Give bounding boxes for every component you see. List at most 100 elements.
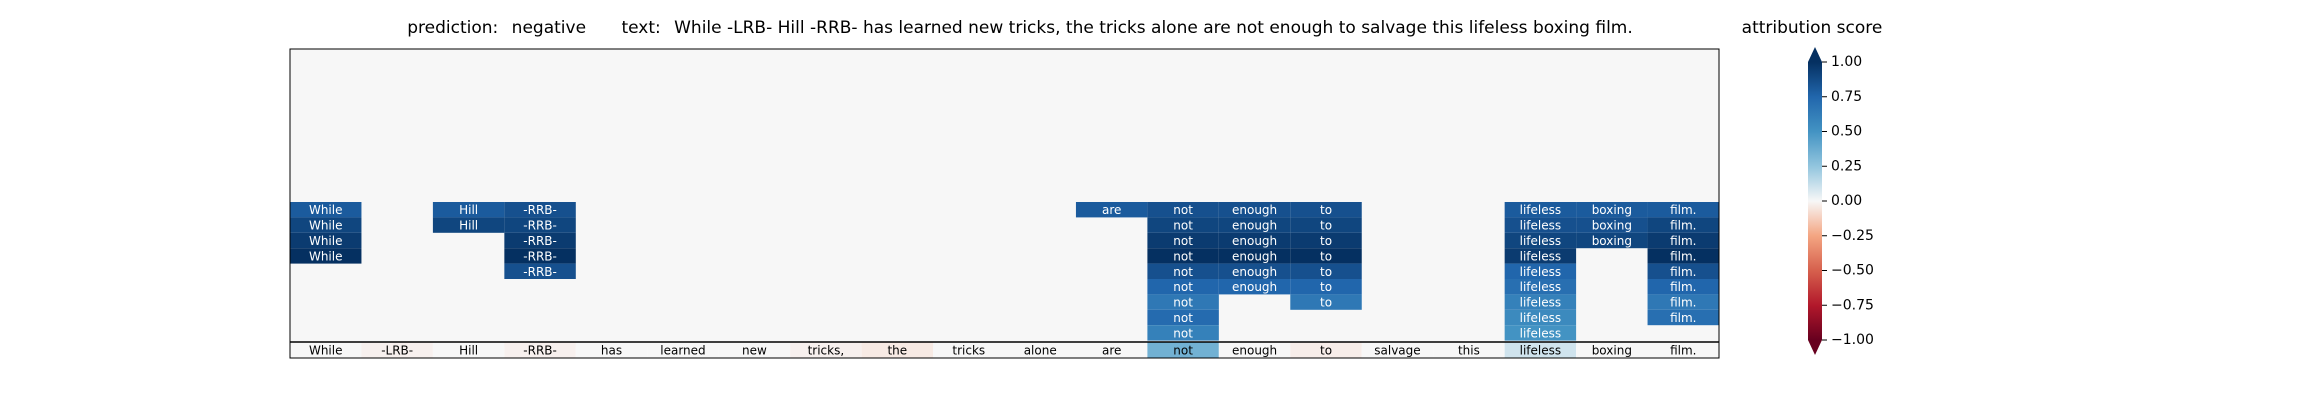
token-label: -RRB- xyxy=(523,344,557,358)
heatmap-cell-label: Hill xyxy=(459,219,478,233)
heatmap-cell-label: not xyxy=(1173,280,1193,294)
heatmap-cell xyxy=(1147,263,1219,279)
heatmap-cell-label: to xyxy=(1320,203,1332,217)
heatmap-cell-label: -RRB- xyxy=(523,265,557,279)
heatmap-cell xyxy=(1290,202,1362,218)
heatmap-cell xyxy=(1147,248,1219,264)
heatmap-cell xyxy=(1075,202,1148,218)
token-score-cell xyxy=(1433,342,1505,358)
heatmap-cell xyxy=(1147,309,1219,326)
token-score-cell xyxy=(647,342,719,358)
heatmap-cell-label: to xyxy=(1320,265,1332,279)
heatmap-cell-label: lifeless xyxy=(1520,280,1562,294)
heatmap-cell-label: lifeless xyxy=(1520,296,1562,310)
token-label: new xyxy=(742,344,767,358)
heatmap-cell-label: -RRB- xyxy=(523,203,557,217)
heatmap-cell-label: are xyxy=(1102,203,1121,217)
heatmap-cell xyxy=(290,217,362,233)
heatmap-cell xyxy=(1647,294,1719,310)
heatmap-cell-label: lifeless xyxy=(1520,234,1562,248)
token-score-cell xyxy=(290,342,362,358)
heatmap-cell-label: enough xyxy=(1232,265,1277,279)
heatmap-cell-label: lifeless xyxy=(1520,265,1562,279)
heatmap-cell xyxy=(1147,217,1219,233)
token-score-cell xyxy=(1647,342,1719,358)
heatmap-cell xyxy=(1218,217,1291,233)
heatmap-cell xyxy=(1647,202,1719,218)
heatmap-cell xyxy=(432,202,505,218)
colorbar-tick-label: 1.00 xyxy=(1831,54,1862,70)
token-score-cell xyxy=(1004,342,1076,358)
heatmap-cell-label: to xyxy=(1320,234,1332,248)
plot-background xyxy=(290,49,1719,347)
heatmap-cell-label: -RRB- xyxy=(523,249,557,263)
colorbar-tick-label: −0.50 xyxy=(1831,263,1874,279)
colorbar-tick-label: 0.50 xyxy=(1831,124,1862,140)
heatmap-cell-label: boxing xyxy=(1592,234,1632,248)
heatmap-cell-label: lifeless xyxy=(1520,249,1562,263)
heatmap-cell xyxy=(1290,263,1362,279)
colorbar-tick-label: 0.00 xyxy=(1831,193,1862,209)
token-score-cell xyxy=(1504,342,1577,358)
heatmap-cell-label: enough xyxy=(1232,234,1277,248)
heatmap-cell xyxy=(1147,294,1219,310)
heatmap-cell-label: Hill xyxy=(459,203,478,217)
heatmap-cell xyxy=(1504,294,1577,310)
colorbar-tick-label: 0.75 xyxy=(1831,89,1862,105)
heatmap-cell xyxy=(1290,294,1362,310)
heatmap-cell xyxy=(1218,248,1291,264)
heatmap-cell-label: not xyxy=(1173,326,1193,340)
heatmap-cell xyxy=(504,202,576,218)
heatmap-cell xyxy=(504,217,576,233)
heatmap-cell-label: to xyxy=(1320,296,1332,310)
colorbar-tick-label: −0.75 xyxy=(1831,297,1874,313)
token-label: tricks, xyxy=(808,344,845,358)
heatmap-cell xyxy=(1147,279,1219,295)
heatmap-cell xyxy=(1290,232,1362,249)
heatmap-cell-label: to xyxy=(1320,219,1332,233)
token-label: the xyxy=(887,344,907,358)
token-score-cell xyxy=(361,342,433,358)
heatmap-cell-label: not xyxy=(1173,249,1193,263)
heatmap-cell-label: lifeless xyxy=(1520,311,1562,325)
token-row: While -LRB- Hill -RRB-has learned new tricks, t… xyxy=(290,342,1719,358)
heatmap-cell xyxy=(1647,248,1719,264)
colorbar xyxy=(1808,62,1822,340)
token-label: film. xyxy=(1670,344,1696,358)
heatmap-cell xyxy=(1504,232,1577,249)
heatmap-cell xyxy=(1147,232,1219,249)
heatmap-cell xyxy=(1504,309,1577,326)
heatmap-cell-label: While xyxy=(309,234,343,248)
colorbar-extend-top xyxy=(1808,47,1822,62)
token-label: alone xyxy=(1024,344,1057,358)
heatmap-cell xyxy=(1504,325,1577,341)
heatmap-cell-label: film. xyxy=(1670,203,1696,217)
heatmap-cell xyxy=(1147,325,1219,341)
heatmap-cell-label: -RRB- xyxy=(523,234,557,248)
heatmap-cell-label: not xyxy=(1173,219,1193,233)
colorbar-label: attribution score xyxy=(1742,18,1883,38)
token-label: not xyxy=(1173,344,1193,358)
heatmap-cell-label: film. xyxy=(1670,296,1696,310)
heatmap-cell-label: not xyxy=(1173,234,1193,248)
token-score-cell xyxy=(504,342,576,358)
heatmap-cell xyxy=(1576,202,1648,218)
heatmap-cell xyxy=(1647,263,1719,279)
heatmap-cell xyxy=(1218,202,1291,218)
token-score-cell xyxy=(790,342,862,358)
token-label: has xyxy=(601,344,622,358)
heatmap-cell xyxy=(1290,217,1362,233)
heatmap-cell-label: film. xyxy=(1670,234,1696,248)
heatmap-cell xyxy=(432,217,505,233)
heatmap-cell-label: lifeless xyxy=(1520,203,1562,217)
heatmap-cell xyxy=(1504,217,1577,233)
heatmap-cell xyxy=(290,202,362,218)
heatmap-cell xyxy=(1504,202,1577,218)
token-score-cell xyxy=(1147,342,1219,358)
heatmap-cells: While Hill -RRB-are not enough to lifeless boxi… xyxy=(290,202,1719,341)
token-label: this xyxy=(1458,344,1480,358)
heatmap-cell-label: film. xyxy=(1670,249,1696,263)
token-score-cell xyxy=(1361,342,1434,358)
heatmap-cell-label: enough xyxy=(1232,203,1277,217)
